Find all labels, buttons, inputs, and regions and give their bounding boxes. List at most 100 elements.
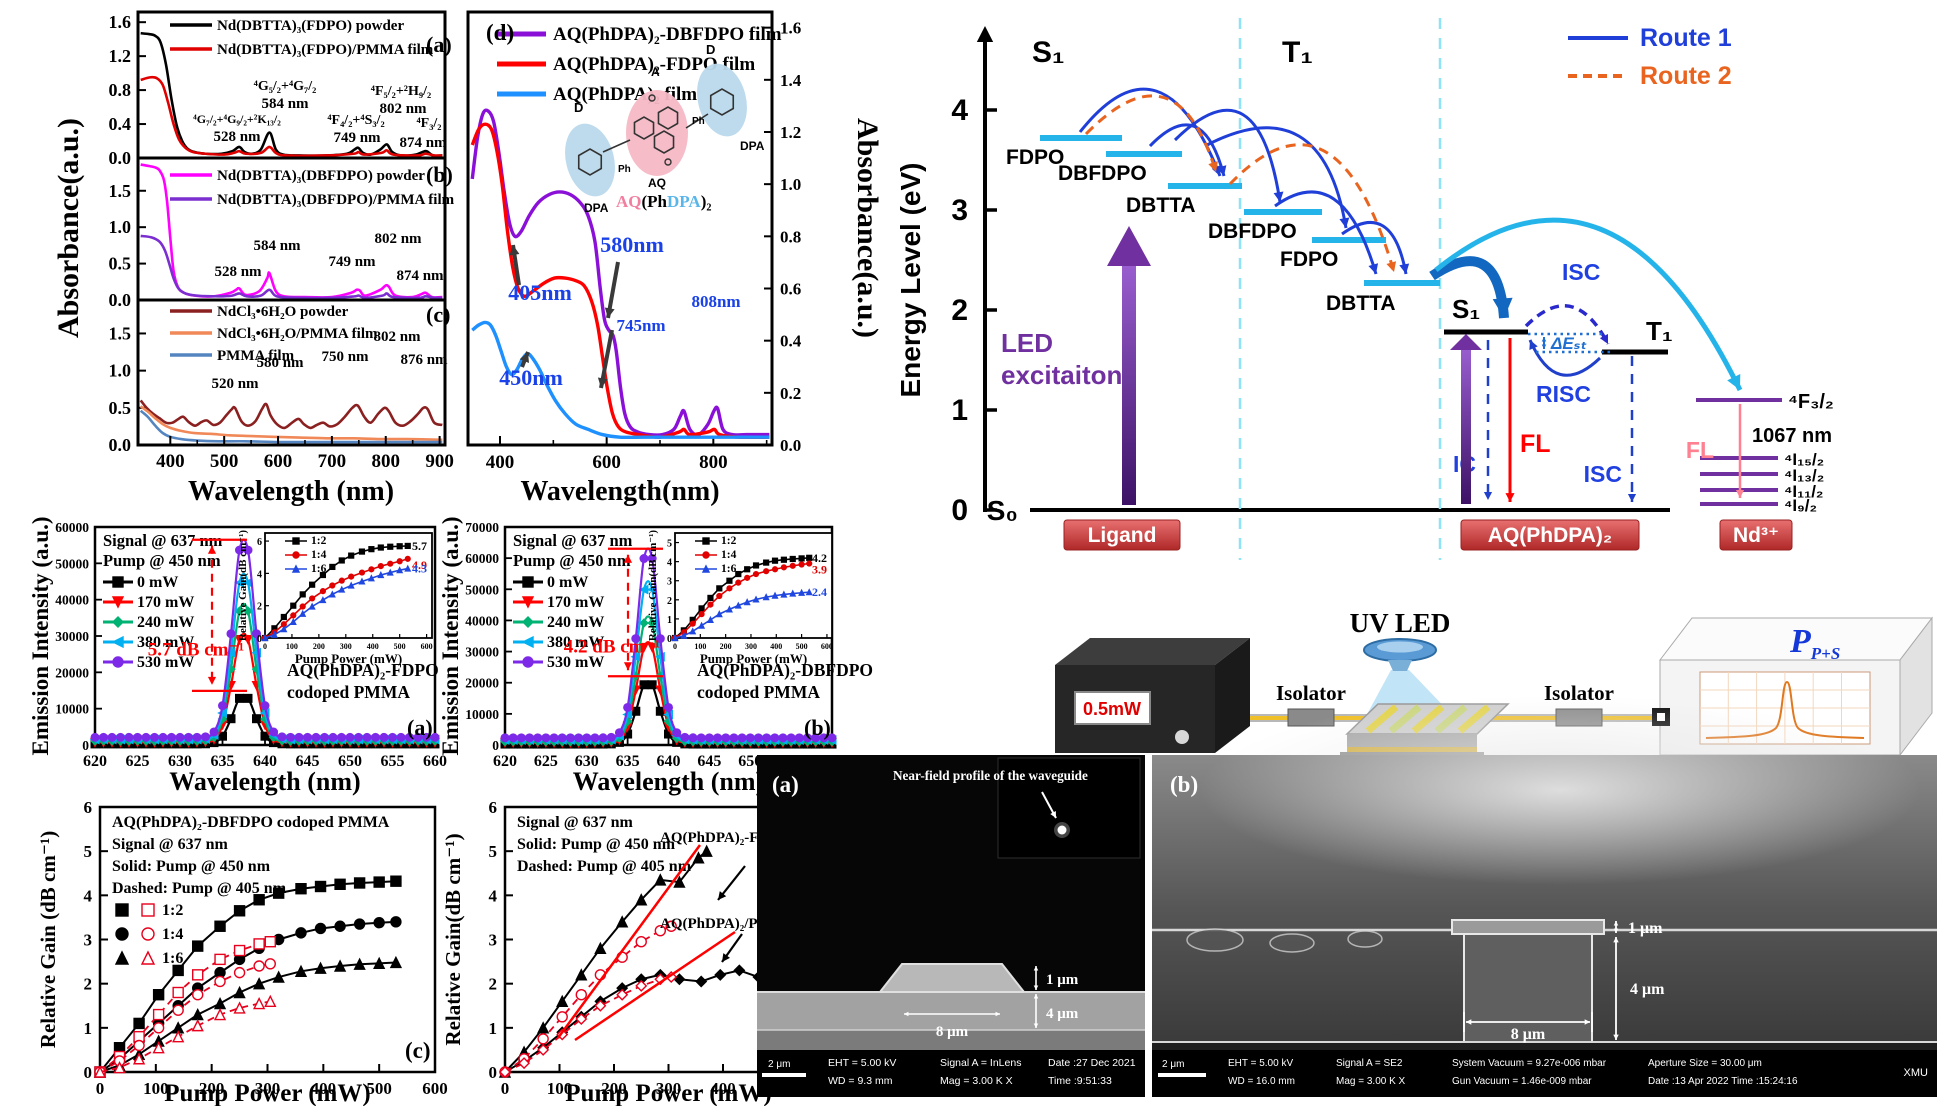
energy-tick: 2	[951, 294, 968, 327]
ytick-label: 70000	[465, 520, 499, 535]
inset-xtick: 400	[367, 642, 379, 651]
ytick-label: 0.4	[109, 114, 132, 134]
inset-xtick: 300	[745, 642, 757, 651]
xtick-label: 400	[486, 452, 515, 473]
inset-end-value: 4.2	[812, 551, 827, 565]
ratio-legend-label: 1:4	[162, 926, 183, 943]
scale-label: 2 μm	[768, 1059, 790, 1070]
x-axis-title: Wavelength (nm)	[573, 767, 764, 796]
xtick-label: 650	[738, 753, 762, 770]
peak-annotation: 528 nm	[214, 264, 262, 280]
ytick-label: 1.2	[780, 123, 801, 142]
ytick-label: 0	[492, 738, 499, 753]
ytick-label: 0.6	[780, 279, 801, 298]
dim-1um: 1 μm	[1628, 920, 1663, 937]
legend-header: AQ(PhDPA)₂-DBFDPO codoped PMMA	[112, 814, 390, 831]
gain-series-dashed	[504, 925, 672, 1073]
near-field-inset	[997, 757, 1141, 859]
peak-annotation: 802 nm	[379, 101, 427, 117]
legend-label: Nd(DBTTA)₃(FDPO)/PMMA film	[217, 42, 434, 58]
ytick-label: 0.8	[780, 227, 801, 246]
xtick-label: 0	[96, 1079, 105, 1098]
ytick-label: 20000	[55, 665, 89, 680]
legend-label: 380 mW	[547, 634, 604, 651]
legend-header: Dashed: Pump @ 405 nm	[112, 880, 287, 897]
gain-inset: 0 2 4 6 0 100 200 300 400 500 600 1:2 5.7 1:4 4.9 1:6 4.…	[237, 530, 433, 666]
inset-x-title: Pump Power (mW)	[700, 651, 807, 666]
waveguide-ridge	[877, 963, 1027, 993]
sem-meta: WD = 9.3 mm	[828, 1075, 893, 1087]
ytick-label: 1.0	[109, 217, 132, 237]
xtick-label: 700	[318, 451, 347, 472]
sem-meta: EHT = 5.00 kV	[1228, 1058, 1293, 1069]
inset-xtick: 600	[821, 642, 833, 651]
region-s1-label: S₁	[1032, 36, 1064, 69]
level-label: DBTTA	[1326, 292, 1396, 315]
legend-label: 170 mW	[137, 594, 194, 611]
mol-formula: AQ(PhDPA)₂	[616, 192, 711, 211]
sem-image-a: Near-field profile of the waveguide (a) 1 …	[757, 755, 1145, 1097]
y-axis-title: Absorbance(a.u.)	[851, 118, 884, 338]
series-abs_a-powder	[140, 31, 443, 158]
gain-annotation: 4.2 dB cm⁻¹	[564, 636, 660, 657]
legend-header: Signal @ 637 nm	[112, 836, 228, 853]
xtick-label: 900	[425, 451, 454, 472]
xtick-label: 635	[616, 753, 640, 770]
xtick-label: 300	[656, 1079, 682, 1098]
sem-meta: Time :9:51:33	[1048, 1075, 1112, 1087]
inset-ytick: 2	[257, 602, 262, 613]
xtick-label: 800	[372, 451, 401, 472]
inset-xtick: 200	[313, 642, 325, 651]
legend-header: Pump @ 450 nm	[513, 551, 631, 570]
level-label: ⁴I₁₅/₂	[1784, 450, 1824, 469]
panel-letter: (a)	[407, 715, 433, 740]
ytick-label: 1.5	[109, 323, 132, 343]
peak-annotation: 528 nm	[213, 129, 261, 145]
ytick-label: 1.0	[780, 175, 801, 194]
dim-1um: 1 μm	[1046, 972, 1079, 988]
dim-8um: 8 μm	[936, 1024, 969, 1040]
ytick-label: 10000	[465, 707, 499, 722]
legend-header: Solid: Pump @ 450 nm	[517, 836, 676, 853]
wavelength-annotation: 808nm	[691, 292, 740, 311]
inset-end-value: 2.4	[812, 585, 827, 599]
inset-ytick: 5	[667, 539, 672, 550]
xtick-label: 600	[592, 452, 621, 473]
level-label: S₁	[1452, 294, 1480, 324]
ytick-label: 1.2	[109, 46, 132, 66]
mol-label-a: A	[651, 65, 660, 79]
inset-series-1:6	[264, 567, 408, 639]
inset-end-value: 4.3	[412, 562, 427, 576]
inset-series-1:4	[264, 558, 408, 639]
level-label: ⁴I₁₃/₂	[1784, 466, 1824, 485]
sample-label: AQ(PhDPA)₂-FDPO	[287, 660, 439, 680]
sem-meta: Signal A = InLens	[940, 1057, 1021, 1069]
series-abs_d-fdpo-film	[470, 122, 770, 440]
xtick-label: 645	[296, 753, 320, 770]
mol-label-d1: D	[574, 100, 583, 115]
xtick-label: 100	[547, 1079, 573, 1098]
ytick-label: 0	[489, 1063, 498, 1082]
ytick-label: 1.6	[109, 12, 132, 32]
sem-meta: Mag = 3.00 K X	[1336, 1076, 1406, 1087]
inset-legend-label: 1:2	[311, 535, 327, 547]
inset-y-title: Relative Gain(dB cm⁻¹)	[647, 530, 659, 641]
inset-y-title: Relative Gain(dB cm⁻¹)	[237, 530, 249, 641]
nd-fl-label: FL	[1686, 437, 1714, 463]
xtick-label: 400	[156, 451, 185, 472]
scale-label: 2 μm	[1162, 1059, 1184, 1070]
level-label: ⁴I₁₁/₂	[1784, 482, 1823, 501]
nd-1067nm-label: 1067 nm	[1752, 425, 1832, 447]
gain-series-dashed	[99, 1000, 271, 1073]
ytick-label: 40000	[55, 593, 89, 608]
inset-ytick: 4	[667, 558, 672, 569]
dim-4um: 4 μm	[1046, 1006, 1079, 1022]
xtick-label: 300	[255, 1079, 281, 1098]
sem-meta: Date :27 Dec 2021	[1048, 1057, 1136, 1069]
dim-8um: 8 μm	[1511, 1026, 1546, 1043]
xtick-label: 630	[168, 753, 192, 770]
legend-header: Signal @ 637 nm	[517, 814, 633, 831]
level-label: ⁴F₃/₂	[1788, 391, 1834, 413]
abs-panel-abs_c: 1.5 1.0 0.5 0.0 NdCl₃•6H₂O powder NdCl₃•6H₂O/…	[109, 298, 450, 455]
